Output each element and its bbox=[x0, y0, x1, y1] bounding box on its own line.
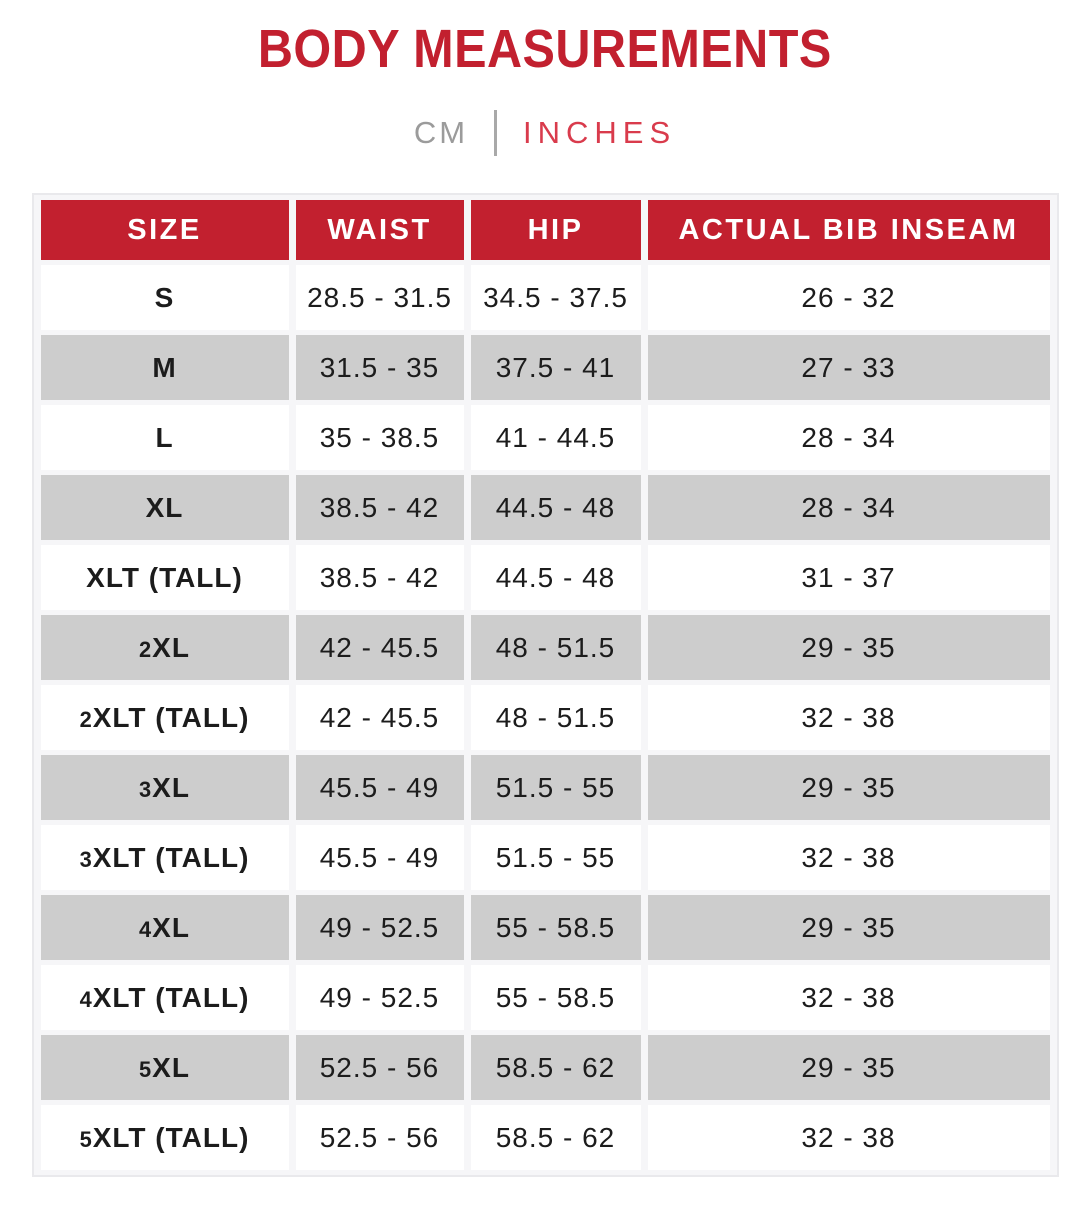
inseam-cell: 28 - 34 bbox=[647, 405, 1050, 471]
size-cell: 3XL bbox=[40, 755, 289, 821]
table-row: 3XL 45.5 - 49 51.5 - 55 29 - 35 bbox=[40, 755, 1050, 821]
table-row: 4XL 49 - 52.5 55 - 58.5 29 - 35 bbox=[40, 895, 1050, 961]
size-cell: 4XLT (TALL) bbox=[40, 965, 289, 1031]
waist-cell: 52.5 - 56 bbox=[295, 1105, 464, 1171]
table-row: 4XLT (TALL) 49 - 52.5 55 - 58.5 32 - 38 bbox=[40, 965, 1050, 1031]
table-row: XL 38.5 - 42 44.5 - 48 28 - 34 bbox=[40, 475, 1050, 541]
hip-cell: 58.5 - 62 bbox=[470, 1035, 641, 1101]
page-title: BODY MEASUREMENTS bbox=[0, 19, 1090, 79]
size-cell: 5XL bbox=[40, 1035, 289, 1101]
table-row: 5XLT (TALL) 52.5 - 56 58.5 - 62 32 - 38 bbox=[40, 1105, 1050, 1171]
table-row: 2XLT (TALL) 42 - 45.5 48 - 51.5 32 - 38 bbox=[40, 685, 1050, 751]
col-header-size: SIZE bbox=[40, 200, 289, 261]
unit-inches-button[interactable]: INCHES bbox=[523, 115, 677, 151]
inseam-cell: 28 - 34 bbox=[647, 475, 1050, 541]
body-measurements-table: SIZE WAIST HIP ACTUAL BIB INSEAM S 28.5 … bbox=[33, 195, 1057, 1176]
size-cell: 3XLT (TALL) bbox=[40, 825, 289, 891]
inseam-cell: 32 - 38 bbox=[647, 825, 1050, 891]
table-row: 2XL 42 - 45.5 48 - 51.5 29 - 35 bbox=[40, 615, 1050, 681]
hip-cell: 55 - 58.5 bbox=[470, 965, 641, 1031]
hip-cell: 51.5 - 55 bbox=[470, 755, 641, 821]
table-row: S 28.5 - 31.5 34.5 - 37.5 26 - 32 bbox=[40, 265, 1050, 331]
waist-cell: 49 - 52.5 bbox=[295, 965, 464, 1031]
table-row: 5XL 52.5 - 56 58.5 - 62 29 - 35 bbox=[40, 1035, 1050, 1101]
table-row: XLT (TALL) 38.5 - 42 44.5 - 48 31 - 37 bbox=[40, 545, 1050, 611]
header-row: SIZE WAIST HIP ACTUAL BIB INSEAM bbox=[40, 200, 1050, 261]
page-title-text: BODY MEASUREMENTS bbox=[258, 19, 832, 79]
table-row: M 31.5 - 35 37.5 - 41 27 - 33 bbox=[40, 335, 1050, 401]
waist-cell: 45.5 - 49 bbox=[295, 755, 464, 821]
waist-cell: 31.5 - 35 bbox=[295, 335, 464, 401]
size-cell: M bbox=[40, 335, 289, 401]
waist-cell: 38.5 - 42 bbox=[295, 475, 464, 541]
waist-cell: 42 - 45.5 bbox=[295, 615, 464, 681]
inseam-cell: 32 - 38 bbox=[647, 1105, 1050, 1171]
inseam-cell: 29 - 35 bbox=[647, 615, 1050, 681]
inseam-cell: 31 - 37 bbox=[647, 545, 1050, 611]
size-table-container: SIZE WAIST HIP ACTUAL BIB INSEAM S 28.5 … bbox=[31, 193, 1059, 1178]
waist-cell: 28.5 - 31.5 bbox=[295, 265, 464, 331]
inseam-cell: 29 - 35 bbox=[647, 895, 1050, 961]
inseam-cell: 32 - 38 bbox=[647, 965, 1050, 1031]
waist-cell: 35 - 38.5 bbox=[295, 405, 464, 471]
hip-cell: 58.5 - 62 bbox=[470, 1105, 641, 1171]
size-cell: XL bbox=[40, 475, 289, 541]
table-row: 3XLT (TALL) 45.5 - 49 51.5 - 55 32 - 38 bbox=[40, 825, 1050, 891]
table-body: S 28.5 - 31.5 34.5 - 37.5 26 - 32 M 31.5… bbox=[40, 265, 1050, 1171]
hip-cell: 48 - 51.5 bbox=[470, 685, 641, 751]
hip-cell: 48 - 51.5 bbox=[470, 615, 641, 681]
size-cell: L bbox=[40, 405, 289, 471]
hip-cell: 44.5 - 48 bbox=[470, 545, 641, 611]
col-header-waist: WAIST bbox=[295, 200, 464, 261]
size-cell: 2XLT (TALL) bbox=[40, 685, 289, 751]
unit-toggle: CM INCHES bbox=[0, 107, 1090, 159]
size-cell: 2XL bbox=[40, 615, 289, 681]
waist-cell: 42 - 45.5 bbox=[295, 685, 464, 751]
hip-cell: 34.5 - 37.5 bbox=[470, 265, 641, 331]
table-row: L 35 - 38.5 41 - 44.5 28 - 34 bbox=[40, 405, 1050, 471]
col-header-inseam: ACTUAL BIB INSEAM bbox=[647, 200, 1050, 261]
size-cell: 5XLT (TALL) bbox=[40, 1105, 289, 1171]
unit-cm-button[interactable]: CM bbox=[413, 115, 469, 151]
inseam-cell: 32 - 38 bbox=[647, 685, 1050, 751]
size-cell: 4XL bbox=[40, 895, 289, 961]
inseam-cell: 29 - 35 bbox=[647, 755, 1050, 821]
hip-cell: 55 - 58.5 bbox=[470, 895, 641, 961]
size-cell: XLT (TALL) bbox=[40, 545, 289, 611]
inseam-cell: 27 - 33 bbox=[647, 335, 1050, 401]
hip-cell: 41 - 44.5 bbox=[470, 405, 641, 471]
size-cell: S bbox=[40, 265, 289, 331]
waist-cell: 52.5 - 56 bbox=[295, 1035, 464, 1101]
hip-cell: 37.5 - 41 bbox=[470, 335, 641, 401]
col-header-hip: HIP bbox=[470, 200, 641, 261]
inseam-cell: 29 - 35 bbox=[647, 1035, 1050, 1101]
inseam-cell: 26 - 32 bbox=[647, 265, 1050, 331]
waist-cell: 49 - 52.5 bbox=[295, 895, 464, 961]
table-header: SIZE WAIST HIP ACTUAL BIB INSEAM bbox=[40, 200, 1050, 261]
unit-divider bbox=[494, 110, 498, 157]
waist-cell: 38.5 - 42 bbox=[295, 545, 464, 611]
waist-cell: 45.5 - 49 bbox=[295, 825, 464, 891]
hip-cell: 51.5 - 55 bbox=[470, 825, 641, 891]
hip-cell: 44.5 - 48 bbox=[470, 475, 641, 541]
